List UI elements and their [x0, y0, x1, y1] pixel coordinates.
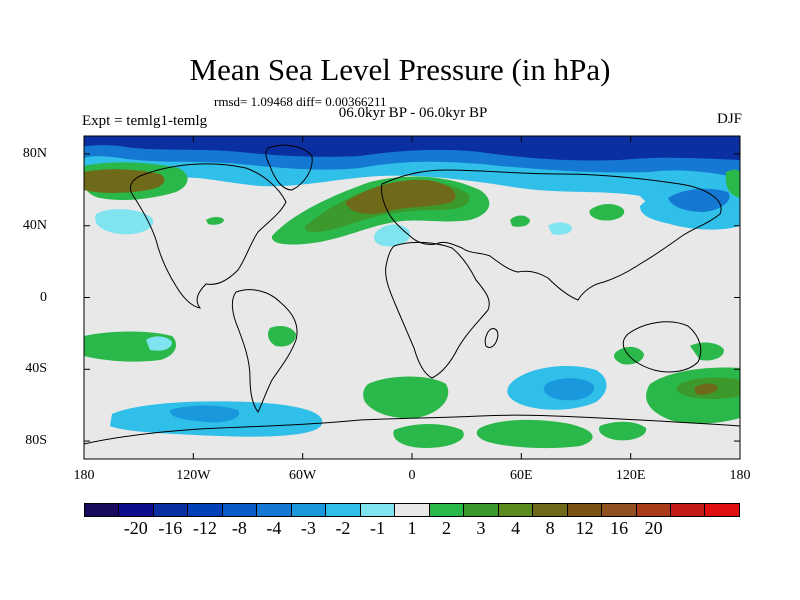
south-america-positive: [268, 326, 296, 347]
antarctic-positive-c: [598, 421, 647, 441]
colorbar-swatch: [395, 504, 430, 516]
y-tick-label: 0: [40, 289, 47, 305]
south-pacific-negative: [146, 336, 172, 351]
colorbar-label: -20: [123, 518, 148, 538]
colorbar-swatch: [636, 504, 671, 516]
antarctic-positive-b: [476, 419, 593, 449]
coast-australia: [622, 321, 702, 373]
colorbar-swatch: [360, 504, 396, 516]
colorbar-label: 4: [511, 518, 521, 538]
central-asia-positive: [589, 204, 625, 221]
southern-pacific-negative-core: [169, 405, 240, 423]
atlantic-negative: [374, 224, 411, 247]
colorbar-swatch: [705, 504, 739, 516]
x-tick-label: 60E: [510, 468, 533, 483]
china-negative: [548, 222, 572, 235]
colorbar-label: 8: [545, 518, 555, 538]
small-positive-a: [206, 217, 224, 225]
colorbar-label: -12: [192, 518, 217, 538]
colorbar-swatch: [326, 504, 361, 516]
colorbar-label: -1: [369, 518, 385, 538]
colorbar-swatch: [670, 504, 706, 516]
chart-title: Mean Sea Level Pressure (in hPa): [189, 52, 611, 87]
x-tick-label: 180: [73, 468, 95, 483]
axis-ticks: [83, 136, 741, 459]
period-label: 06.0kyr BP - 06.0kyr BP: [338, 105, 488, 121]
colorbar-label: -2: [335, 518, 351, 538]
y-tick-label: 40N: [22, 217, 47, 233]
coastlines: [84, 144, 740, 445]
colorbar-swatch: [602, 504, 637, 516]
coast-north-america: [129, 163, 287, 309]
colorbar-swatch: [257, 504, 292, 516]
colorbar-label: 2: [442, 518, 452, 538]
colorbar-swatch: [85, 504, 120, 516]
season-label: DJF: [716, 111, 742, 127]
colorbar-label: 16: [610, 518, 629, 538]
east-pacific-negative: [95, 209, 154, 235]
east-asia-positive-edge: [725, 169, 740, 198]
x-tick-label: 0: [408, 468, 416, 483]
coast-antarctica: [84, 414, 740, 445]
colorbar-swatch: [429, 504, 465, 516]
colorbar-label: 1: [407, 518, 417, 538]
x-tick-label: 120E: [615, 468, 646, 483]
north-pacific-positive-core: [84, 169, 165, 193]
coast-south-america: [231, 289, 298, 413]
colorbar: [84, 503, 740, 517]
x-tick-label: 180: [729, 468, 751, 483]
colorbar-label: -4: [266, 518, 282, 538]
colorbar-label: 20: [644, 518, 663, 538]
coast-africa: [385, 241, 490, 379]
colorbar-label: 12: [575, 518, 594, 538]
coast-madagascar: [484, 328, 499, 349]
colorbar-swatch: [291, 504, 327, 516]
colorbar-swatch: [119, 504, 154, 516]
colorbar-swatch: [222, 504, 258, 516]
colorbar-swatch: [498, 504, 534, 516]
coast-greenland: [265, 144, 313, 191]
southern-ocean-positive-east-dark: [694, 383, 718, 395]
y-tick-label: 40S: [25, 361, 47, 377]
antarctic-positive-a: [393, 424, 464, 448]
y-tick-label: 80S: [25, 433, 47, 449]
y-tick-label: 80N: [22, 145, 47, 161]
colorbar-swatch: [188, 504, 223, 516]
stats-line: rmsd= 1.09468 diff= 0.00366211: [214, 94, 387, 109]
pressure-field: [84, 136, 740, 459]
east-asia-negative-mid: [668, 188, 730, 212]
colorbar-label: -16: [158, 518, 183, 538]
arctic-negative-deep: [84, 136, 740, 161]
south-indian-negative-core: [543, 378, 595, 401]
x-tick-label: 120W: [176, 468, 211, 483]
colorbar-label: -8: [231, 518, 247, 538]
colorbar-label: -3: [300, 518, 316, 538]
eurasia-positive-core: [345, 179, 456, 214]
colorbar-swatch: [464, 504, 499, 516]
small-positive-b: [510, 215, 530, 227]
x-tick-label: 60W: [289, 468, 317, 483]
colorbar-swatch: [533, 504, 568, 516]
colorbar-swatch: [153, 504, 189, 516]
experiment-label: Expt = temlg1-temlg: [82, 113, 208, 129]
colorbar-label: 3: [476, 518, 486, 538]
south-atlantic-positive: [363, 376, 449, 419]
coast-eurasia: [381, 169, 722, 301]
colorbar-swatch: [567, 504, 603, 516]
australia-positive: [690, 342, 724, 361]
